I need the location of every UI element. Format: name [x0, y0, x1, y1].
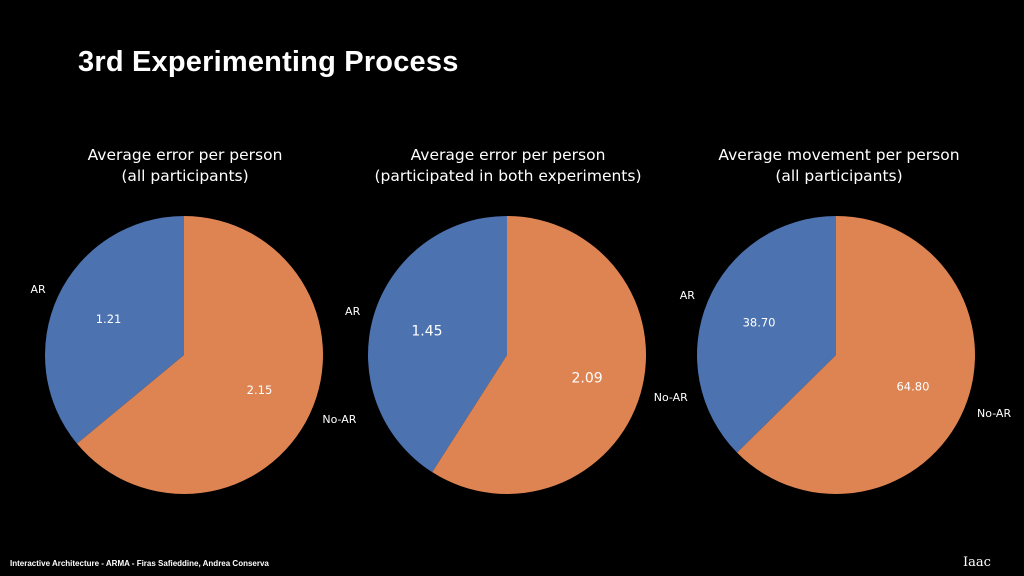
- value-label-ar: 38.70: [743, 315, 776, 329]
- footer-credits: Interactive Architecture - ARMA - Firas …: [10, 559, 269, 568]
- pie-svg: 38.70 AR 64.80 No-AR: [680, 216, 1011, 494]
- pie-svg: 1.21 AR 2.15 No-AR: [30, 216, 357, 494]
- category-label-ar: AR: [680, 289, 696, 302]
- logo-mark: Iaac: [963, 555, 991, 570]
- value-label-no-ar: 64.80: [896, 380, 929, 394]
- pie-chart-average-error-all: Average error per person (all participan…: [20, 145, 357, 515]
- category-label-no-ar: No-AR: [322, 413, 356, 426]
- chart-title-line-2: (all participants): [121, 167, 249, 185]
- pie-slice-ar: [44, 216, 185, 444]
- value-label-ar: 1.21: [96, 312, 122, 326]
- category-label-no-ar: No-AR: [654, 391, 688, 404]
- slide-title: 3rd Experimenting Process: [78, 46, 459, 78]
- chart-title: Average error per person (all participan…: [20, 145, 350, 187]
- chart-title-line-2: (participated in both experiments): [374, 167, 642, 185]
- chart-title-line-1: Average error per person: [87, 146, 283, 164]
- pie-slice-ar: [697, 216, 836, 453]
- value-label-ar: 1.45: [411, 324, 442, 340]
- iaac-logo: Iaac: [963, 553, 1017, 570]
- chart-title-line-2: (all participants): [775, 167, 903, 185]
- pie-slice-no-ar: [432, 216, 646, 494]
- category-label-no-ar: No-AR: [977, 407, 1011, 420]
- value-label-no-ar: 2.09: [571, 370, 602, 386]
- pie-slice-ar: [367, 216, 507, 473]
- pie-chart-average-error-both: Average error per person (participated i…: [343, 145, 688, 515]
- category-label-ar: AR: [345, 305, 361, 318]
- pie-slice-no-ar: [737, 216, 975, 494]
- chart-title: Average movement per person (all partici…: [674, 145, 1004, 187]
- chart-title-line-1: Average movement per person: [718, 146, 960, 164]
- pie-svg: 1.45 AR 2.09 No-AR: [345, 216, 688, 494]
- category-label-ar: AR: [30, 283, 46, 296]
- value-label-no-ar: 2.15: [247, 383, 273, 397]
- chart-title: Average error per person (participated i…: [343, 145, 673, 187]
- pie-slice-no-ar: [76, 216, 323, 494]
- chart-title-line-1: Average error per person: [410, 146, 606, 164]
- pie-chart-average-movement-all: Average movement per person (all partici…: [674, 145, 1011, 515]
